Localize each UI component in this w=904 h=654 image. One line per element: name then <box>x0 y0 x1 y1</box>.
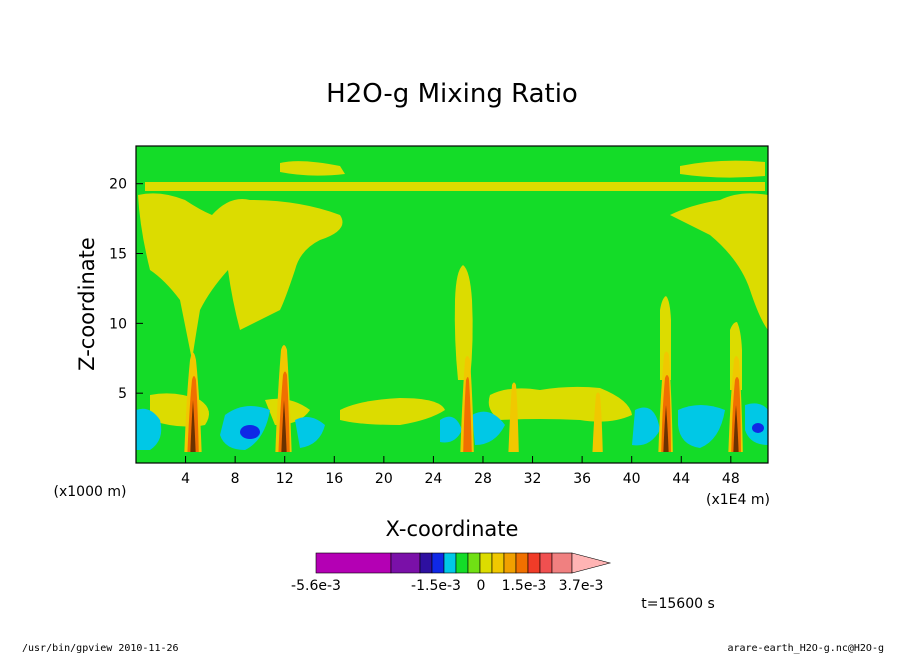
dry-core <box>240 425 260 439</box>
colorbar-swatch <box>515 552 529 574</box>
x-tick-label: 4 <box>181 471 190 487</box>
tower <box>658 351 673 463</box>
dry-pocket <box>136 408 162 450</box>
colorbar-labels: -5.6e-3 -1.5e-3 0 1.5e-3 3.7e-3 <box>291 578 603 594</box>
x-unit-left: (x1000 m) <box>54 484 127 500</box>
colorbar-swatch <box>503 552 517 574</box>
footer-right: arare-earth_H2O-g.nc@H2O-g <box>727 643 884 654</box>
x-tick-label: 24 <box>424 471 442 487</box>
contour-field <box>136 146 768 463</box>
dry-pocket <box>678 405 725 448</box>
y-tick-label: 15 <box>109 247 127 263</box>
colorbar-label: 3.7e-3 <box>559 578 604 594</box>
y-tick-label: 20 <box>109 177 127 193</box>
colorbar-label: 1.5e-3 <box>502 578 547 594</box>
colorbar-arrow <box>571 552 612 574</box>
colorbar-swatch <box>390 552 421 574</box>
right-plume <box>670 193 768 330</box>
colorbar-label: -1.5e-3 <box>411 578 461 594</box>
x-tick-label: 28 <box>474 471 492 487</box>
cloud-patch <box>280 161 345 176</box>
tower <box>592 392 603 463</box>
cloud-patch <box>680 160 765 178</box>
x-tick-label: 16 <box>325 471 343 487</box>
dry-pocket <box>632 407 660 446</box>
colorbar <box>315 552 612 574</box>
x-tick-label: 12 <box>276 471 294 487</box>
footer-left: /usr/bin/gpview 2010-11-26 <box>22 643 179 654</box>
y-tick-label: 5 <box>118 386 127 402</box>
x-unit-right: (x1E4 m) <box>706 492 770 508</box>
colorbar-swatch <box>419 552 433 574</box>
x-tick-label: 40 <box>623 471 641 487</box>
dry-pocket <box>295 416 325 448</box>
colorbar-swatch <box>431 552 445 574</box>
colorbar-swatch <box>315 552 392 574</box>
colorbar-swatch <box>491 552 505 574</box>
x-tick-label: 32 <box>524 471 542 487</box>
plot-frame <box>135 145 769 464</box>
y-axis: 5 10 15 20 <box>109 177 143 402</box>
x-tick-label: 36 <box>573 471 591 487</box>
lower-layer <box>340 398 445 425</box>
colorbar-swatch <box>443 552 457 574</box>
tower <box>184 352 202 463</box>
tower <box>275 345 292 463</box>
x-tick-label: 20 <box>375 471 393 487</box>
x-axis: 4 8 12 16 20 24 28 32 36 40 44 48 <box>181 456 740 487</box>
dry-core <box>752 423 764 433</box>
column <box>454 265 473 380</box>
x-axis-label: X-coordinate <box>386 517 519 541</box>
chart-title: H2O-g Mixing Ratio <box>326 79 578 109</box>
dry-pocket <box>472 411 505 445</box>
colorbar-swatch <box>551 552 573 574</box>
colorbar-swatch <box>527 552 541 574</box>
x-tick-label: 44 <box>672 471 690 487</box>
colorbar-label: -5.6e-3 <box>291 578 341 594</box>
colorbar-swatch <box>455 552 469 574</box>
x-tick-label: 8 <box>231 471 240 487</box>
y-axis-label: Z-coordinate <box>75 237 99 371</box>
colorbar-swatch <box>479 552 493 574</box>
dry-pocket <box>440 416 462 443</box>
colorbar-swatch <box>539 552 553 574</box>
left-plume <box>138 193 343 360</box>
y-tick-label: 10 <box>109 316 127 332</box>
tower <box>508 382 519 463</box>
colorbar-label: 0 <box>477 578 486 594</box>
colorbar-swatch <box>467 552 481 574</box>
x-tick-label: 48 <box>722 471 740 487</box>
time-label: t=15600 s <box>641 596 715 612</box>
upper-moist-band <box>145 182 765 191</box>
tower <box>460 356 474 463</box>
tower <box>728 356 743 463</box>
surface-band <box>136 452 768 463</box>
